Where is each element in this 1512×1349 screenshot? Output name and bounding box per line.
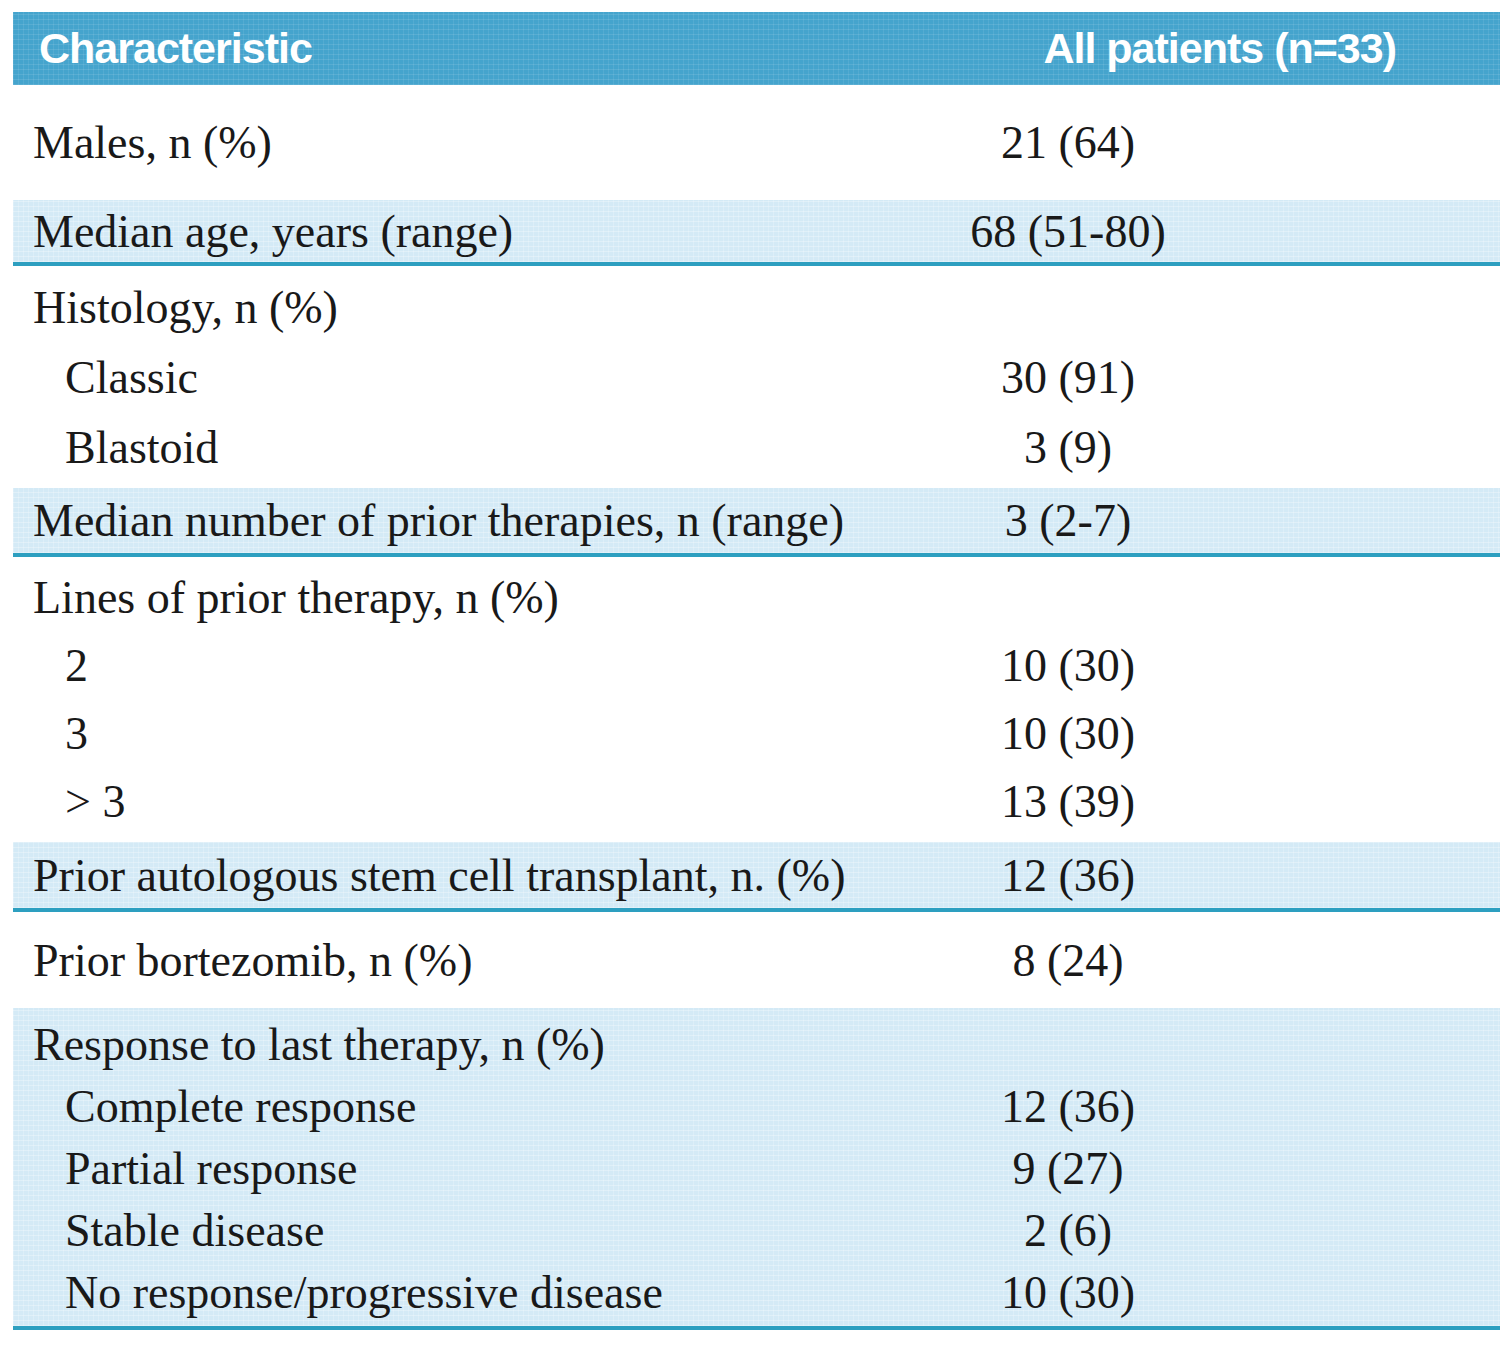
row-label: Prior autologous stem cell transplant, n… (13, 849, 873, 902)
table-row: Median number of prior therapies, n (ran… (13, 488, 1500, 553)
table-row: Response to last therapy, n (%) (13, 1013, 1500, 1075)
row-label: 3 (13, 707, 873, 760)
row-label: > 3 (13, 775, 873, 828)
header-characteristic: Characteristic (39, 24, 312, 73)
table-row: No response/progressive disease 10 (30) (13, 1261, 1500, 1323)
band-prior-asct: Prior autologous stem cell transplant, n… (13, 842, 1500, 912)
band-response-to-last-therapy: Response to last therapy, n (%) Complete… (13, 1008, 1500, 1330)
band-prior-bortezomib: Prior bortezomib, n (%) 8 (24) (13, 912, 1500, 1008)
row-label: Prior bortezomib, n (%) (13, 934, 873, 987)
table-row: 3 10 (30) (13, 699, 1500, 767)
page: Characteristic All patients (n=33) Males… (0, 0, 1512, 1349)
row-label: Classic (13, 351, 873, 404)
row-label: Response to last therapy, n (%) (13, 1018, 873, 1071)
row-value: 13 (39) (873, 775, 1263, 828)
band-histology: Histology, n (%) Classic 30 (91) Blastoi… (13, 266, 1500, 488)
band-lines-of-prior-therapy: Lines of prior therapy, n (%) 2 10 (30) … (13, 557, 1500, 842)
patient-characteristics-table: Characteristic All patients (n=33) Males… (13, 12, 1500, 1330)
band-males: Males, n (%) 21 (64) (13, 85, 1500, 200)
band-median-age: Median age, years (range) 68 (51-80) (13, 200, 1500, 266)
row-value: 21 (64) (873, 116, 1263, 169)
table-row: Prior bortezomib, n (%) 8 (24) (13, 912, 1500, 1008)
row-label: Partial response (13, 1142, 873, 1195)
row-label: Males, n (%) (13, 116, 873, 169)
table-row: Median age, years (range) 68 (51-80) (13, 200, 1500, 262)
table-row: Prior autologous stem cell transplant, n… (13, 842, 1500, 908)
row-value: 10 (30) (873, 1266, 1263, 1319)
row-value: 2 (6) (873, 1204, 1263, 1257)
table-row: Partial response 9 (27) (13, 1137, 1500, 1199)
row-value: 12 (36) (873, 1080, 1263, 1133)
table-row: Stable disease 2 (6) (13, 1199, 1500, 1261)
table-row: > 3 13 (39) (13, 767, 1500, 835)
row-value: 8 (24) (873, 934, 1263, 987)
row-value: 30 (91) (873, 351, 1263, 404)
table-row: Lines of prior therapy, n (%) (13, 563, 1500, 631)
row-label: Median number of prior therapies, n (ran… (13, 494, 873, 547)
row-value: 10 (30) (873, 707, 1263, 760)
row-value: 12 (36) (873, 849, 1263, 902)
table-row: Histology, n (%) (13, 272, 1500, 342)
row-label: Lines of prior therapy, n (%) (13, 571, 873, 624)
row-label: Stable disease (13, 1204, 873, 1257)
row-value: 3 (2-7) (873, 494, 1263, 547)
table-row: Classic 30 (91) (13, 342, 1500, 412)
table-row: Complete response 12 (36) (13, 1075, 1500, 1137)
header-all-patients: All patients (n=33) (1043, 24, 1396, 73)
row-label: 2 (13, 639, 873, 692)
row-label: Blastoid (13, 421, 873, 474)
band-median-prior-therapies: Median number of prior therapies, n (ran… (13, 488, 1500, 557)
row-value: 9 (27) (873, 1142, 1263, 1195)
row-label: Complete response (13, 1080, 873, 1133)
table-row: Blastoid 3 (9) (13, 412, 1500, 482)
row-label: Histology, n (%) (13, 281, 873, 334)
row-value: 68 (51-80) (873, 205, 1263, 258)
row-value: 3 (9) (873, 421, 1263, 474)
table-row: 2 10 (30) (13, 631, 1500, 699)
row-label: Median age, years (range) (13, 205, 873, 258)
table-header-row: Characteristic All patients (n=33) (13, 12, 1500, 85)
row-label: No response/progressive disease (13, 1266, 873, 1319)
row-value: 10 (30) (873, 639, 1263, 692)
table-row: Males, n (%) 21 (64) (13, 85, 1500, 200)
